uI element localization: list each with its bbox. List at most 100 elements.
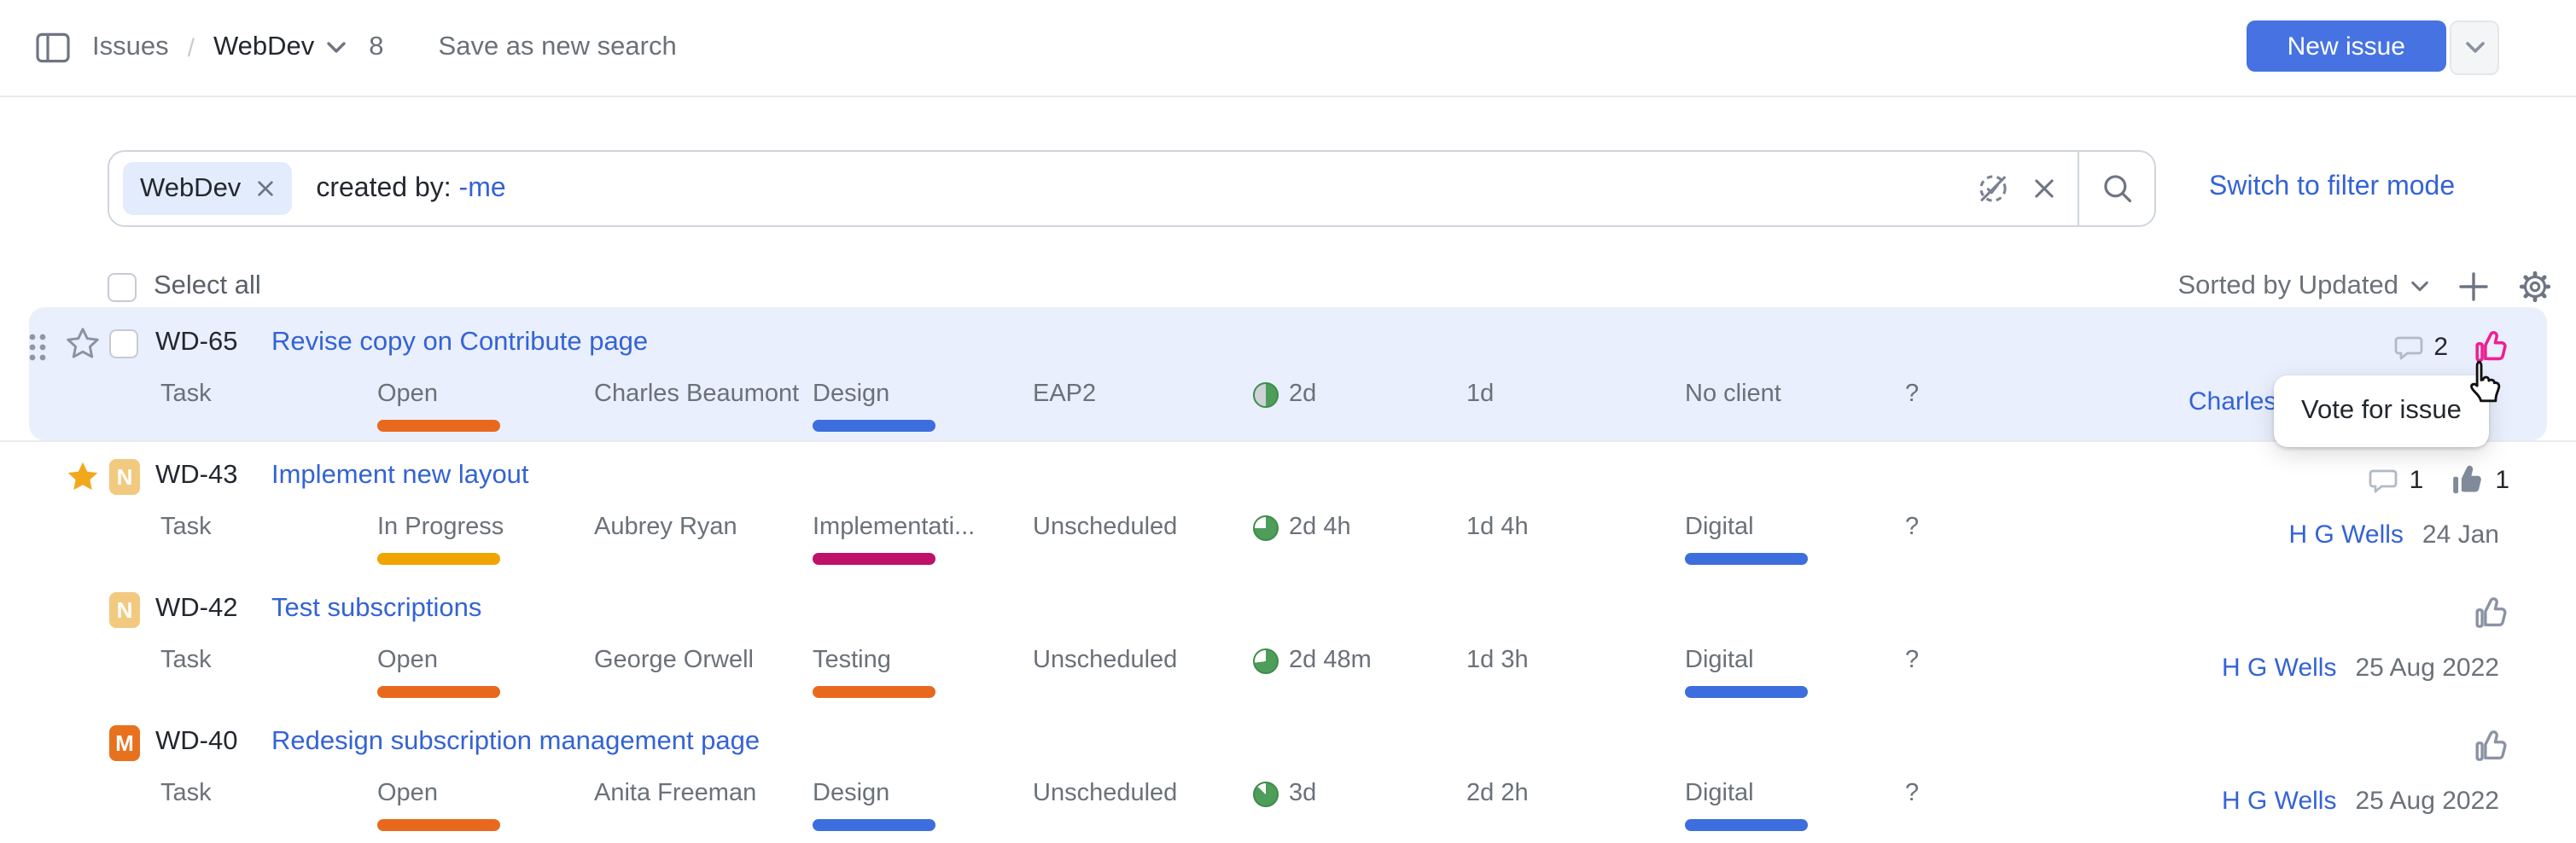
- comments-indicator[interactable]: 1: [2369, 465, 2424, 496]
- field-client[interactable]: Digital: [1685, 780, 1808, 831]
- drag-handle-icon[interactable]: [27, 333, 48, 362]
- field-estimate[interactable]: 1d: [1466, 381, 1495, 408]
- issue-id[interactable]: WD-65: [155, 328, 238, 357]
- query-value: -me: [458, 173, 506, 202]
- issue-id[interactable]: WD-42: [155, 594, 238, 623]
- field-estimate[interactable]: 1d 3h: [1466, 647, 1529, 674]
- field-state[interactable]: Open: [377, 780, 500, 831]
- star-icon-filled[interactable]: [65, 459, 101, 495]
- field-unknown[interactable]: ?: [1905, 647, 1920, 674]
- field-client[interactable]: Digital: [1685, 647, 1808, 698]
- comments-indicator[interactable]: 2: [2392, 332, 2448, 363]
- field-subsystem[interactable]: Design: [813, 381, 935, 432]
- updated-by-link[interactable]: H G Wells: [2222, 654, 2337, 683]
- field-type[interactable]: Task: [160, 780, 212, 807]
- new-issue-dropdown-button[interactable]: [2450, 20, 2499, 75]
- subsystem-color-bar: [813, 420, 935, 432]
- field-assignee[interactable]: Anita Freeman: [594, 780, 757, 807]
- updated-date: 25 Aug 2022: [2355, 654, 2499, 683]
- field-state[interactable]: Open: [377, 381, 500, 432]
- field-fix-version[interactable]: Unscheduled: [1033, 514, 1178, 541]
- field-assignee[interactable]: Aubrey Ryan: [594, 514, 737, 541]
- issue-id[interactable]: WD-43: [155, 461, 238, 490]
- chevron-down-icon: [327, 42, 346, 53]
- issue-list: WD-65 Revise copy on Contribute page 2 C…: [0, 307, 2576, 843]
- breadcrumb-separator: /: [187, 33, 195, 62]
- sidebar-toggle-icon[interactable]: [36, 32, 70, 63]
- field-fix-version[interactable]: EAP2: [1033, 381, 1097, 408]
- search-submit-button[interactable]: [2079, 172, 2154, 205]
- state-color-bar: [377, 553, 500, 565]
- breadcrumb: Issues / WebDev 8: [92, 32, 384, 63]
- field-estimate[interactable]: 1d 4h: [1466, 514, 1529, 541]
- select-all-control[interactable]: Select all: [108, 271, 261, 302]
- field-client[interactable]: Digital: [1685, 514, 1808, 565]
- state-color-bar: [377, 686, 500, 698]
- search-query[interactable]: created by: -me: [316, 173, 505, 204]
- save-as-new-search-button[interactable]: Save as new search: [438, 32, 677, 61]
- field-fix-version[interactable]: Unscheduled: [1033, 647, 1178, 674]
- field-spent-time[interactable]: 3d: [1253, 780, 1316, 807]
- field-subsystem[interactable]: Testing: [813, 647, 935, 698]
- project-selector[interactable]: WebDev: [213, 32, 347, 63]
- progress-pie-icon: [1253, 648, 1279, 673]
- vote-button[interactable]: [2474, 329, 2509, 365]
- issue-row-wd-65[interactable]: WD-65 Revise copy on Contribute page 2 C…: [0, 307, 2576, 444]
- select-all-checkbox[interactable]: [108, 272, 137, 301]
- updated-by-link[interactable]: H G Wells: [2222, 787, 2337, 816]
- star-icon[interactable]: [65, 326, 101, 362]
- search-divider: [2078, 152, 2079, 225]
- field-state[interactable]: Open: [377, 647, 500, 698]
- field-spent-time[interactable]: 2d 4h: [1253, 514, 1351, 541]
- field-state[interactable]: In Progress: [377, 514, 504, 565]
- chip-remove-icon[interactable]: [256, 179, 275, 198]
- state-color-bar: [377, 420, 500, 432]
- field-subsystem[interactable]: Implementati...: [813, 514, 975, 565]
- search-bar[interactable]: WebDev created by: -me: [108, 150, 2156, 227]
- field-type[interactable]: Task: [160, 381, 212, 408]
- field-spent-time[interactable]: 2d 48m: [1253, 647, 1372, 674]
- field-type[interactable]: Task: [160, 647, 212, 674]
- search-context-chip[interactable]: WebDev: [123, 162, 293, 215]
- issue-row-wd-40[interactable]: M WD-40 Redesign subscription management…: [0, 710, 2576, 843]
- new-issue-button[interactable]: New issue: [2246, 20, 2446, 72]
- comment-count: 1: [2409, 466, 2424, 495]
- field-type[interactable]: Task: [160, 514, 212, 541]
- issue-title-link[interactable]: Redesign subscription management page: [271, 727, 761, 756]
- clear-search-icon[interactable]: [2033, 177, 2055, 200]
- vote-button[interactable]: 1: [2449, 462, 2509, 498]
- settings-gear-icon[interactable]: [2518, 270, 2552, 304]
- field-unknown[interactable]: ?: [1905, 381, 1920, 408]
- field-fix-version[interactable]: Unscheduled: [1033, 780, 1178, 807]
- issue-title-link[interactable]: Test subscriptions: [271, 594, 482, 623]
- field-client[interactable]: No client: [1685, 381, 1781, 408]
- field-estimate[interactable]: 2d 2h: [1466, 780, 1529, 807]
- issue-checkbox[interactable]: [109, 329, 138, 358]
- tooltip-text: Vote for issue: [2301, 396, 2462, 425]
- issue-title-link[interactable]: Implement new layout: [271, 461, 529, 490]
- issue-id[interactable]: WD-40: [155, 727, 238, 756]
- field-assignee[interactable]: George Orwell: [594, 647, 754, 674]
- sort-selector[interactable]: Sorted by Updated: [2177, 271, 2429, 302]
- issue-row-wd-43[interactable]: N WD-43 Implement new layout 1 1 H G Wel…: [0, 444, 2576, 577]
- field-spent-time[interactable]: 2d: [1253, 381, 1316, 408]
- query-assist-toggle-icon[interactable]: [1975, 171, 2011, 206]
- vote-button[interactable]: [2474, 729, 2509, 765]
- state-color-bar: [377, 819, 500, 831]
- priority-badge-normal: N: [109, 459, 140, 495]
- subsystem-color-bar: [813, 819, 935, 831]
- vote-button[interactable]: [2474, 596, 2509, 631]
- breadcrumb-issues[interactable]: Issues: [92, 32, 169, 61]
- switch-to-filter-mode-link[interactable]: Switch to filter mode: [2209, 172, 2456, 201]
- field-subsystem[interactable]: Design: [813, 780, 935, 831]
- field-unknown[interactable]: ?: [1905, 514, 1920, 541]
- add-column-icon[interactable]: [2458, 271, 2489, 302]
- field-unknown[interactable]: ?: [1905, 780, 1920, 807]
- issue-title-link[interactable]: Revise copy on Contribute page: [271, 328, 649, 357]
- updated-by-link[interactable]: H G Wells: [2288, 520, 2404, 549]
- field-assignee[interactable]: Charles Beaumont: [594, 381, 800, 408]
- issue-row-wd-42[interactable]: N WD-42 Test subscriptions H G Wells 25 …: [0, 577, 2576, 710]
- vote-tooltip: Vote for issue: [2274, 375, 2489, 447]
- updated-by-link[interactable]: Charles: [2188, 387, 2277, 416]
